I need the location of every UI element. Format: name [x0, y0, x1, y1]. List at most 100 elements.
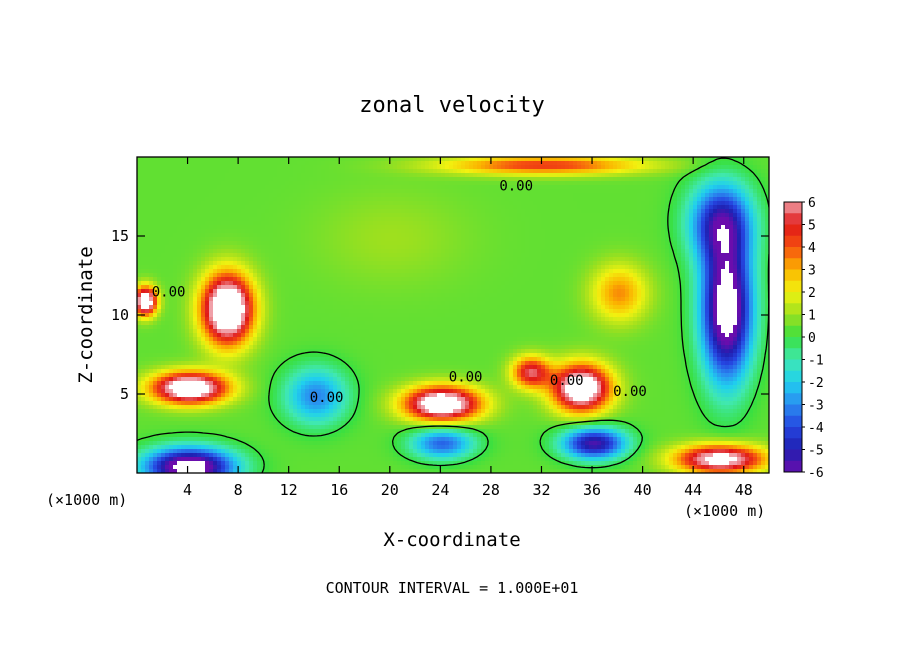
field-cell [557, 277, 562, 282]
field-cell [185, 265, 190, 270]
field-cell [325, 261, 330, 266]
field-cell [753, 213, 758, 218]
field-cell [709, 225, 714, 230]
field-cell [225, 257, 230, 262]
field-cell [473, 257, 478, 262]
field-cell [293, 269, 298, 274]
field-cell [173, 261, 178, 266]
field-cell [365, 161, 370, 166]
field-cell [437, 193, 442, 198]
field-cell [201, 221, 206, 226]
field-cell [401, 241, 406, 246]
field-cell [761, 257, 766, 262]
field-cell [717, 221, 722, 226]
field-cell [449, 277, 454, 282]
field-cell [469, 277, 474, 282]
field-cell [717, 161, 722, 166]
field-cell [205, 213, 210, 218]
field-cell [585, 217, 590, 222]
field-cell [613, 269, 618, 274]
field-cell [137, 277, 142, 282]
field-cell [549, 273, 554, 278]
field-cell [193, 237, 198, 242]
field-cell [733, 185, 738, 190]
field-cell [253, 273, 258, 278]
field-cell [269, 245, 274, 250]
field-cell [369, 165, 374, 170]
field-cell [385, 277, 390, 282]
field-cell [649, 241, 654, 246]
field-cell [573, 273, 578, 278]
field-cell [293, 173, 298, 178]
field-cell [233, 241, 238, 246]
field-cell [605, 193, 610, 198]
field-cell [621, 217, 626, 222]
field-cell [713, 225, 718, 230]
field-cell [289, 225, 294, 230]
field-cell [193, 197, 198, 202]
field-cell [161, 237, 166, 242]
field-cell [589, 157, 594, 162]
field-cell [725, 193, 730, 198]
field-cell [705, 229, 710, 234]
field-cell [565, 253, 570, 258]
field-cell [293, 221, 298, 226]
field-cell [305, 245, 310, 250]
field-cell [333, 221, 338, 226]
field-cell [169, 165, 174, 170]
field-cell [369, 245, 374, 250]
field-cell [733, 189, 738, 194]
field-cell [269, 225, 274, 230]
field-cell [609, 173, 614, 178]
field-cell [213, 157, 218, 162]
field-cell [229, 217, 234, 222]
field-cell [393, 273, 398, 278]
field-cell [705, 165, 710, 170]
field-cell [401, 201, 406, 206]
field-cell [333, 185, 338, 190]
field-cell [165, 233, 170, 238]
field-cell [345, 217, 350, 222]
field-cell [525, 209, 530, 214]
field-cell [181, 269, 186, 274]
field-cell [209, 273, 214, 278]
field-cell [325, 253, 330, 258]
field-cell [297, 281, 302, 286]
field-cell [309, 217, 314, 222]
field-cell [197, 249, 202, 254]
field-cell [505, 209, 510, 214]
field-cell [537, 273, 542, 278]
field-cell [489, 217, 494, 222]
field-cell [177, 281, 182, 286]
field-cell [613, 209, 618, 214]
field-cell [201, 197, 206, 202]
field-cell [429, 217, 434, 222]
field-cell [525, 193, 530, 198]
field-cell [721, 225, 726, 230]
field-cell [505, 169, 510, 174]
field-cell [233, 237, 238, 242]
field-cell [465, 257, 470, 262]
field-cell [661, 193, 666, 198]
field-cell [645, 213, 650, 218]
field-cell [665, 185, 670, 190]
field-cell [145, 185, 150, 190]
field-cell [657, 277, 662, 282]
field-cell [621, 157, 626, 162]
field-cell [141, 249, 146, 254]
field-cell [637, 173, 642, 178]
field-cell [677, 229, 682, 234]
field-cell [509, 157, 514, 162]
field-cell [141, 205, 146, 210]
field-cell [421, 181, 426, 186]
field-cell [545, 161, 550, 166]
field-cell [421, 225, 426, 230]
field-cell [597, 265, 602, 270]
field-cell [165, 209, 170, 214]
field-cell [237, 177, 242, 182]
field-cell [633, 189, 638, 194]
field-cell [669, 157, 674, 162]
field-cell [137, 169, 142, 174]
field-cell [513, 181, 518, 186]
field-cell [157, 225, 162, 230]
